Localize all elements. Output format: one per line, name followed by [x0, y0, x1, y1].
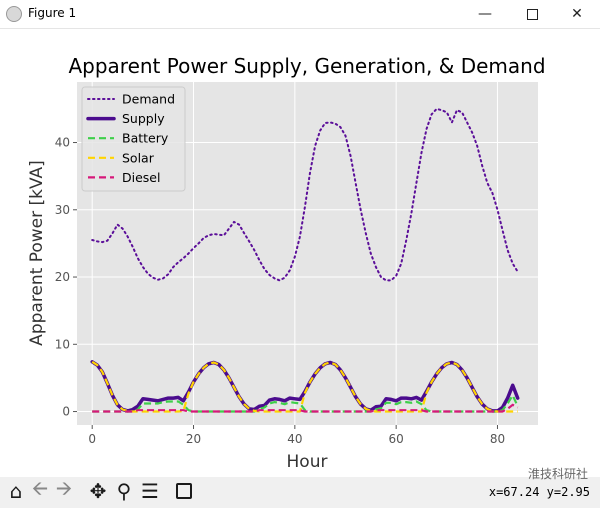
window-title: Figure 1: [28, 6, 77, 20]
zoom-button[interactable]: ⚲: [112, 479, 136, 503]
y-tick-label: 30: [55, 203, 70, 217]
y-tick-label: 0: [62, 405, 70, 419]
pan-button[interactable]: ✥: [86, 479, 110, 503]
x-tick-label: 60: [389, 432, 404, 446]
series-line-demand: [91, 107, 519, 282]
zoom-icon: ⚲: [116, 479, 132, 503]
save-icon: [176, 483, 192, 499]
toolbar: ⌂ 🡨 🡪 ✥ ⚲ ☰ 淮技科研社 x=67.24 y=2.95: [0, 467, 600, 506]
series-line-diesel: [92, 403, 519, 413]
chart-svg[interactable]: Apparent Power Supply, Generation, & Dem…: [0, 29, 600, 477]
close-button[interactable]: ✕: [554, 0, 600, 28]
minimize-icon: —: [478, 6, 492, 22]
y-tick-label: 40: [55, 136, 70, 150]
save-button[interactable]: [172, 479, 196, 503]
legend: Demand Supply Battery Solar Diesel: [81, 86, 186, 192]
legend-label-supply: Supply: [122, 111, 165, 126]
x-tick-label: 0: [88, 432, 96, 446]
chart-title: Apparent Power Supply, Generation, & Dem…: [68, 54, 545, 78]
legend-label-battery: Battery: [122, 131, 169, 146]
series-layer: [90, 107, 520, 413]
pan-icon: ✥: [89, 479, 107, 503]
maximize-button[interactable]: [509, 0, 555, 28]
x-axis-label: Hour: [287, 452, 328, 472]
cursor-coordinates: x=67.24 y=2.95: [488, 485, 590, 499]
y-tick-label: 20: [55, 270, 70, 284]
forward-button[interactable]: 🡪: [52, 476, 76, 503]
y-axis-label: Apparent Power [kVA]: [27, 160, 47, 346]
x-tick-label: 80: [490, 432, 505, 446]
x-tick-label: 40: [287, 432, 302, 446]
minimize-button[interactable]: —: [462, 0, 508, 28]
subplots-icon: ☰: [141, 479, 159, 503]
window-titlebar: Figure 1 — ✕: [0, 0, 600, 29]
back-icon: 🡨: [31, 476, 49, 500]
home-button[interactable]: ⌂: [4, 479, 28, 503]
axis-ticks: 0 20 40 60 80 0 10 20 30 40: [55, 136, 505, 446]
home-icon: ⌂: [9, 479, 23, 503]
series-line-solar: [91, 360, 518, 413]
x-tick-label: 20: [186, 432, 201, 446]
watermark: 淮技科研社: [527, 467, 588, 481]
app-icon: [6, 6, 22, 22]
forward-icon: 🡪: [55, 476, 73, 500]
close-icon: ✕: [571, 6, 583, 22]
subplots-button[interactable]: ☰: [138, 479, 162, 503]
legend-box: [81, 86, 186, 192]
legend-label-diesel: Diesel: [122, 170, 160, 185]
legend-label-solar: Solar: [122, 150, 155, 165]
figure-canvas[interactable]: Apparent Power Supply, Generation, & Dem…: [0, 29, 600, 477]
back-button[interactable]: 🡨: [28, 476, 52, 503]
y-tick-label: 10: [55, 337, 70, 351]
legend-label-demand: Demand: [122, 92, 175, 107]
maximize-icon: [526, 8, 538, 20]
